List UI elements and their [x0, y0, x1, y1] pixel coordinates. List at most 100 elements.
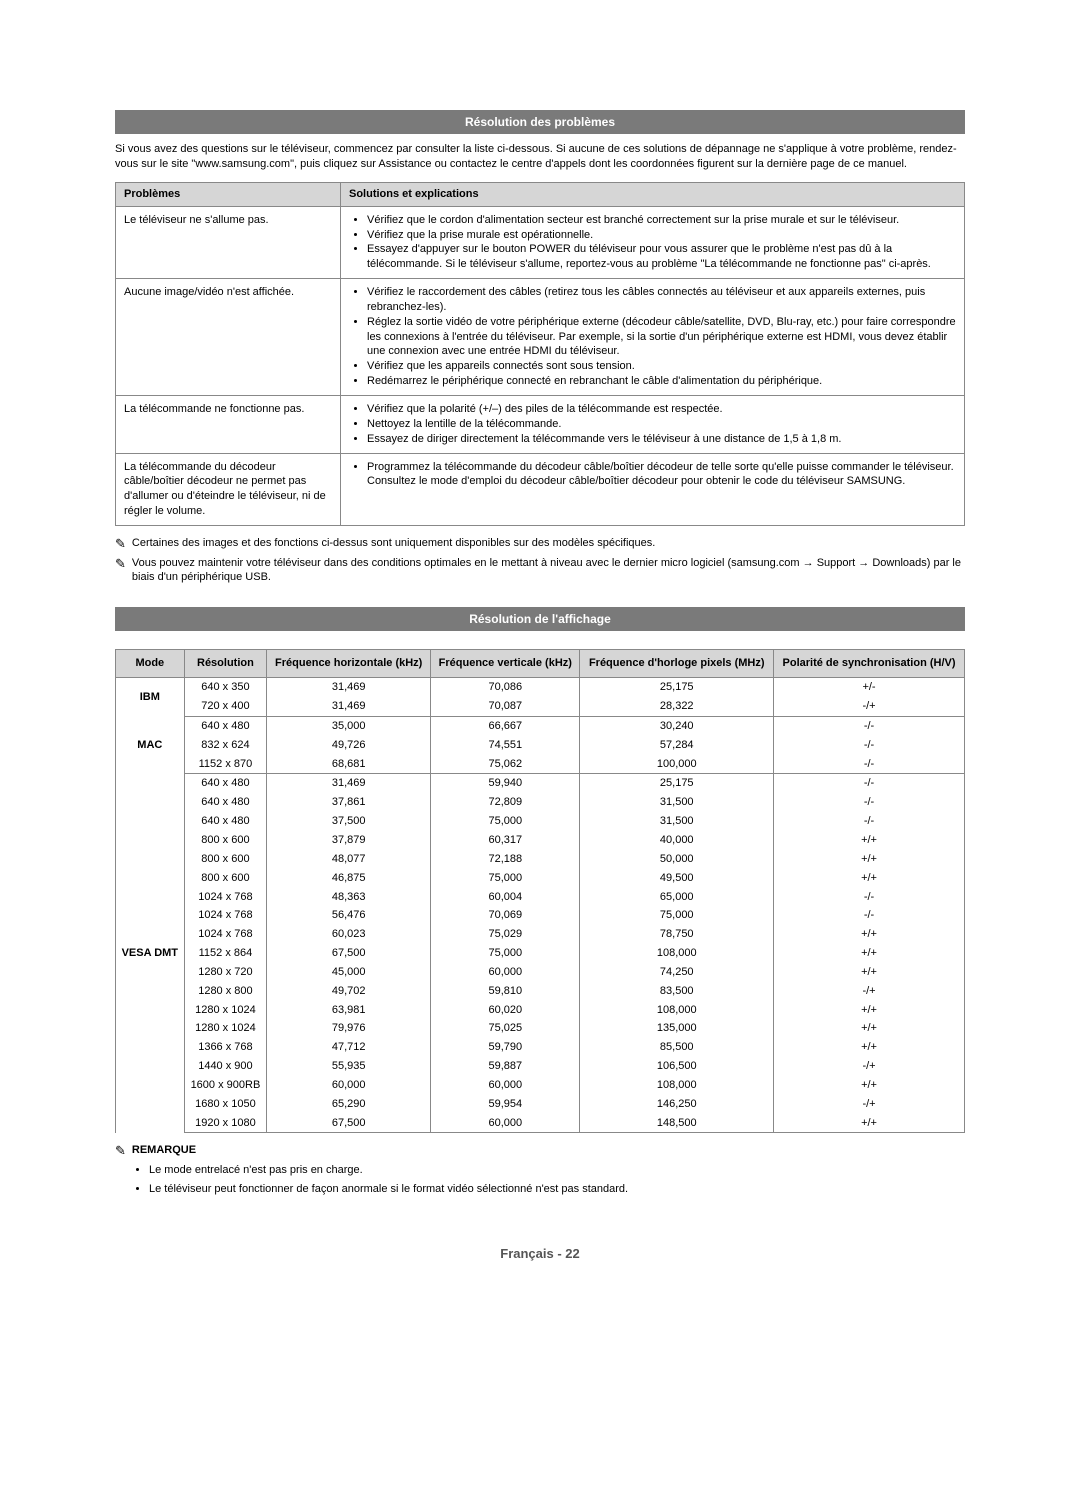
display-cell: 65,290 [267, 1095, 431, 1114]
display-cell: -/+ [774, 697, 965, 716]
display-cell: +/+ [774, 1038, 965, 1057]
note-icon: ✎ [115, 556, 126, 572]
solution-item: Vérifiez le raccordement des câbles (ret… [367, 285, 956, 315]
solution-cell: Vérifiez que la polarité (+/–) des piles… [341, 396, 965, 454]
solution-item: Nettoyez la lentille de la télécommande. [367, 417, 956, 432]
display-cell: 67,500 [267, 944, 431, 963]
display-cell: -/+ [774, 982, 965, 1001]
display-col-header: Fréquence horizontale (kHz) [267, 650, 431, 678]
display-col-header: Fréquence verticale (kHz) [431, 650, 580, 678]
display-cell: 60,004 [431, 888, 580, 907]
display-cell: 100,000 [580, 755, 774, 774]
display-cell: 59,810 [431, 982, 580, 1001]
note-1: ✎ Certaines des images et des fonctions … [115, 536, 965, 552]
display-cell: 60,020 [431, 1001, 580, 1020]
display-cell: 146,250 [580, 1095, 774, 1114]
solution-cell: Vérifiez le raccordement des câbles (ret… [341, 279, 965, 396]
note-icon: ✎ [115, 1143, 126, 1159]
display-cell: 1440 x 900 [184, 1057, 267, 1076]
display-cell: 65,000 [580, 888, 774, 907]
solution-item: Redémarrez le périphérique connecté en r… [367, 374, 956, 389]
display-cell: 60,000 [267, 1076, 431, 1095]
display-cell: 31,500 [580, 793, 774, 812]
display-cell: 85,500 [580, 1038, 774, 1057]
display-cell: 1680 x 1050 [184, 1095, 267, 1114]
display-cell: 55,935 [267, 1057, 431, 1076]
display-cell: 70,087 [431, 697, 580, 716]
display-col-header: Mode [116, 650, 185, 678]
remark-line: ✎ REMARQUE [115, 1143, 965, 1159]
display-cell: 800 x 600 [184, 869, 267, 888]
problem-cell: Le téléviseur ne s'allume pas. [116, 206, 341, 278]
remark-title: REMARQUE [132, 1143, 196, 1158]
display-cell: 720 x 400 [184, 697, 267, 716]
display-cell: 1024 x 768 [184, 906, 267, 925]
troubleshooting-table: Problèmes Solutions et explications Le t… [115, 182, 965, 526]
display-cell: 70,086 [431, 678, 580, 697]
display-cell: 74,551 [431, 736, 580, 755]
display-cell: 135,000 [580, 1019, 774, 1038]
note-icon: ✎ [115, 536, 126, 552]
display-cell: 45,000 [267, 963, 431, 982]
display-cell: 57,284 [580, 736, 774, 755]
display-cell: -/- [774, 793, 965, 812]
display-cell: 59,790 [431, 1038, 580, 1057]
display-cell: 31,469 [267, 697, 431, 716]
solution-item: Essayez de diriger directement la téléco… [367, 432, 956, 447]
display-cell: 800 x 600 [184, 831, 267, 850]
display-cell: 1280 x 1024 [184, 1001, 267, 1020]
solution-item: Vérifiez que les appareils connectés son… [367, 359, 956, 374]
display-cell: 75,000 [431, 944, 580, 963]
display-cell: 31,469 [267, 774, 431, 793]
display-cell: -/- [774, 906, 965, 925]
display-cell: 25,175 [580, 678, 774, 697]
mode-cell: IBM [116, 678, 185, 717]
display-cell: 108,000 [580, 944, 774, 963]
display-cell: 1024 x 768 [184, 925, 267, 944]
display-cell: 56,476 [267, 906, 431, 925]
solution-item: Vérifiez que la polarité (+/–) des piles… [367, 402, 956, 417]
display-cell: 70,069 [431, 906, 580, 925]
display-cell: -/+ [774, 1057, 965, 1076]
display-cell: 75,062 [431, 755, 580, 774]
note-text: Certaines des images et des fonctions ci… [132, 536, 655, 551]
display-cell: +/+ [774, 1001, 965, 1020]
mode-cell: VESA DMT [116, 774, 185, 1133]
solution-item: Vérifiez que le cordon d'alimentation se… [367, 213, 956, 228]
display-cell: 1152 x 864 [184, 944, 267, 963]
display-resolution-table: ModeRésolutionFréquence horizontale (kHz… [115, 649, 965, 1133]
display-cell: -/- [774, 888, 965, 907]
note-2: ✎ Vous pouvez maintenir votre téléviseur… [115, 556, 965, 586]
display-header: Résolution de l'affichage [115, 607, 965, 631]
display-cell: -/- [774, 736, 965, 755]
display-cell: 37,861 [267, 793, 431, 812]
display-cell: 60,317 [431, 831, 580, 850]
display-cell: 48,363 [267, 888, 431, 907]
col-problem: Problèmes [116, 182, 341, 206]
display-cell: 1366 x 768 [184, 1038, 267, 1057]
display-cell: 31,469 [267, 678, 431, 697]
display-cell: 25,175 [580, 774, 774, 793]
display-cell: 640 x 480 [184, 812, 267, 831]
display-col-header: Résolution [184, 650, 267, 678]
page-footer: Français - 22 [115, 1245, 965, 1263]
display-cell: 60,000 [431, 963, 580, 982]
display-cell: 640 x 480 [184, 716, 267, 735]
display-cell: 59,954 [431, 1095, 580, 1114]
display-cell: +/+ [774, 869, 965, 888]
display-cell: +/+ [774, 1019, 965, 1038]
display-cell: 50,000 [580, 850, 774, 869]
solution-item: Essayez d'appuyer sur le bouton POWER du… [367, 242, 956, 272]
display-cell: +/+ [774, 944, 965, 963]
solution-item: Vérifiez que la prise murale est opérati… [367, 228, 956, 243]
display-cell: 1152 x 870 [184, 755, 267, 774]
display-cell: +/- [774, 678, 965, 697]
display-cell: 75,025 [431, 1019, 580, 1038]
display-cell: 74,250 [580, 963, 774, 982]
display-cell: 63,981 [267, 1001, 431, 1020]
display-cell: 35,000 [267, 716, 431, 735]
troubleshooting-header: Résolution des problèmes [115, 110, 965, 134]
display-cell: 60,000 [431, 1114, 580, 1133]
display-cell: 640 x 480 [184, 793, 267, 812]
display-cell: +/+ [774, 925, 965, 944]
